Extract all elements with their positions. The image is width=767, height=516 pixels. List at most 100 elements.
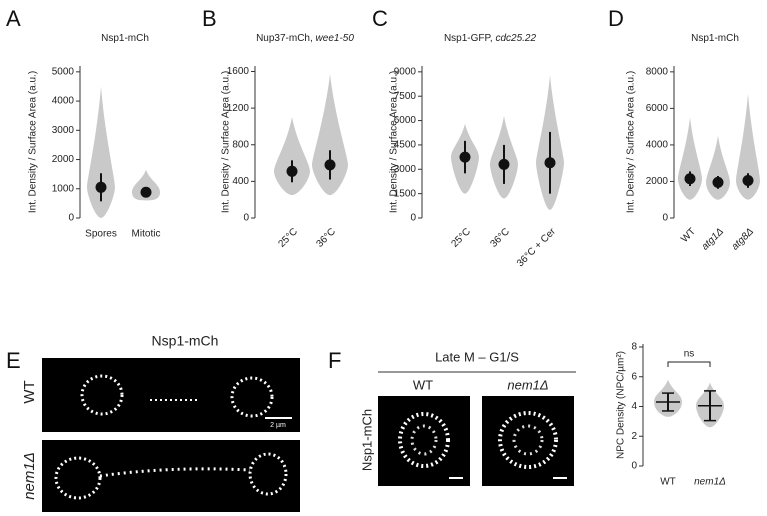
y-tick-label: 9000 [394,66,417,77]
y-tick-label: 6000 [646,103,669,114]
y-tick-label: 2000 [52,154,75,165]
x-tick-label: 25°C [276,226,300,250]
y-tick-label: 4000 [52,96,75,107]
y-tick-label: 1000 [52,183,75,194]
x-tick-label: nem1Δ [694,477,726,488]
e-row-label: WT [21,380,38,403]
y-tick-label: 8 [631,342,637,353]
e-title: Nsp1-mCh [152,333,219,349]
title-italic: cdc25.22 [495,33,536,44]
y-tick-label: 4000 [646,140,669,151]
f-row-label: Nsp1-mCh [359,409,374,471]
mean-point [684,173,696,185]
micrograph [42,440,300,512]
panel-letter: D [608,6,624,31]
y-tick-label: 2 [631,431,637,442]
y-axis-label: NPC Density (NPC/µm²) [616,351,627,459]
e-row-label: nem1Δ [21,452,38,500]
nucleus-signal [398,412,450,468]
distribution [312,74,348,196]
significance-bracket [667,361,711,367]
x-tick-label: Spores [85,229,117,240]
mean-point [95,181,107,193]
x-tick-label: Mitotic [132,229,161,240]
y-tick-label: 1500 [394,188,417,199]
y-tick-label: 3000 [52,125,75,136]
y-axis-label: Int. Density / Surface Area (a.u.) [28,71,39,213]
title-text: Nsp1-mCh [101,33,149,44]
nucleus-signal [54,456,102,500]
y-tick-label: 0 [68,213,74,224]
y-tick-label: 1200 [227,103,250,114]
y-tick-label: 800 [232,139,249,150]
x-tick-label: 36°C [488,226,512,250]
mean-point [544,157,556,169]
panel-letter: E [6,348,21,373]
y-tick-label: 400 [232,176,249,187]
nucleus-signal [512,424,544,456]
distribution [706,135,730,200]
micrograph [42,358,300,432]
chart-title: Nsp1-GFP, cdc25.22 [444,33,537,44]
x-tick-label: WT [660,477,676,488]
scale-bar-label: 2 µm [270,422,286,429]
y-tick-label: 0 [243,213,249,224]
mean-point [712,176,724,188]
title-text: Nsp1-GFP, [444,33,496,44]
x-tick-label: 25°C [449,226,473,250]
y-tick-label: 0 [410,213,416,224]
mean-point [459,151,471,163]
mean-point [140,186,152,198]
f-column-label: WT [413,377,433,392]
f-title: Late M – G1/S [435,349,519,364]
x-tick-label: atg8Δ [730,226,756,252]
annotation: ns [684,349,695,360]
y-tick-label: 2000 [646,176,669,187]
y-tick-label: 6 [631,371,637,382]
y-tick-label: 5000 [52,66,75,77]
nucleus-signal [498,411,558,469]
mean-point [324,159,336,171]
panel-letter: C [372,6,388,31]
nucleus-signal [410,424,438,456]
panel-letter: F [328,348,341,373]
y-tick-label: 3000 [394,164,417,175]
y-tick-label: 1600 [227,66,250,77]
y-axis-label: Int. Density / Surface Area (a.u.) [389,71,400,213]
panel-letter: B [202,6,217,31]
distribution [87,86,115,218]
nucleus-signal [80,374,124,416]
y-tick-label: 0 [662,213,668,224]
mean-point [286,165,298,177]
mean-point [742,175,754,187]
chart-title: Nsp1-mCh [101,33,149,44]
chart-title: Nup37-mCh, wee1-50 [256,33,354,44]
y-tick-label: 8000 [646,66,669,77]
title-text: Nsp1-mCh [691,33,739,44]
nucleus-signal [248,452,288,496]
x-tick-label: atg1Δ [700,226,726,252]
x-tick-label: 36°C + Cer [515,226,559,270]
title-text: Nup37-mCh, [256,33,315,44]
f-column-label: nem1Δ [507,377,548,392]
y-tick-label: 4500 [394,140,417,151]
distribution [736,93,760,200]
y-tick-label: 0 [631,461,637,472]
x-tick-label: WT [679,226,698,245]
distribution [132,169,160,201]
distribution [678,117,702,200]
micrograph [482,396,574,486]
y-axis-label: Int. Density / Surface Area (a.u.) [626,71,637,213]
nucleus-signal [99,467,251,478]
x-tick-label: 36°C [314,226,338,250]
distribution [274,117,310,196]
chart-title: Nsp1-mCh [691,33,739,44]
title-italic: wee1-50 [316,33,355,44]
mean-point [498,158,510,170]
panel-letter: A [6,6,21,31]
nucleus-signal [230,376,274,418]
y-axis-label: Int. Density / Surface Area (a.u.) [221,71,232,213]
micrograph [378,396,470,486]
y-tick-label: 7500 [394,91,417,102]
